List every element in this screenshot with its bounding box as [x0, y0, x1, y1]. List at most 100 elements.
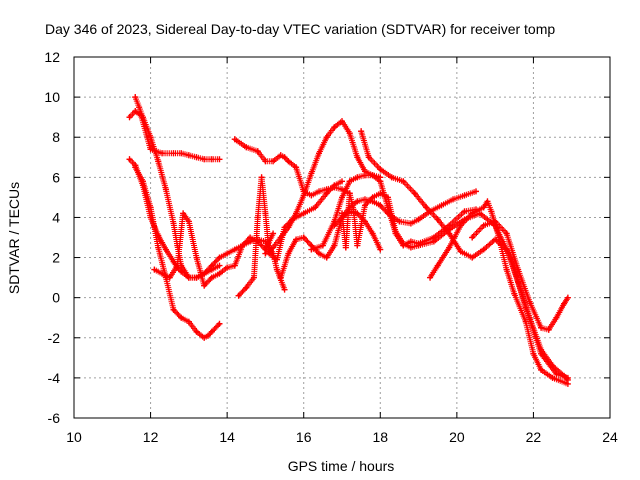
data-point — [515, 278, 522, 285]
y-tick-label: 10 — [44, 89, 60, 105]
data-point — [281, 286, 288, 293]
data-point — [339, 178, 345, 185]
data-point — [361, 196, 368, 203]
data-point — [300, 192, 307, 199]
series-markers — [132, 164, 222, 341]
chart-title: Day 346 of 2023, Sidereal Day-to-day VTE… — [45, 21, 555, 37]
data-point — [526, 298, 533, 305]
data-point — [538, 346, 545, 353]
data-point — [254, 148, 261, 155]
data-point — [254, 214, 261, 221]
series-track-1 — [126, 108, 223, 163]
data-point — [377, 246, 384, 253]
data-point — [339, 118, 345, 125]
data-point — [564, 294, 571, 301]
data-point — [354, 174, 361, 181]
data-point — [285, 158, 292, 165]
data-point — [178, 314, 185, 321]
data-point — [480, 246, 487, 253]
data-point — [231, 136, 238, 143]
data-point — [469, 210, 476, 217]
data-point — [208, 328, 215, 335]
data-point — [243, 284, 250, 291]
x-tick-label: 22 — [526, 429, 542, 445]
data-point — [216, 254, 223, 261]
data-point — [216, 270, 223, 277]
data-point — [407, 244, 414, 251]
data-point — [170, 306, 177, 313]
data-point — [545, 326, 552, 333]
data-point — [469, 254, 476, 261]
data-point — [361, 172, 368, 179]
data-point — [300, 234, 307, 241]
data-point — [434, 262, 441, 269]
data-point — [495, 234, 502, 241]
data-point — [492, 218, 499, 225]
data-point — [270, 244, 277, 251]
data-point — [511, 290, 518, 297]
data-point — [316, 250, 323, 257]
data-point — [561, 300, 568, 307]
data-point — [285, 224, 292, 231]
data-point — [170, 150, 177, 157]
data-point — [400, 178, 407, 185]
data-point — [132, 108, 139, 115]
data-point — [216, 156, 223, 163]
data-point — [139, 178, 146, 185]
x-tick-label: 12 — [143, 429, 159, 445]
x-tick-label: 16 — [296, 429, 312, 445]
data-point — [201, 282, 208, 289]
data-point — [224, 264, 231, 271]
data-point — [549, 362, 556, 369]
data-point — [384, 194, 391, 201]
data-point — [247, 234, 254, 241]
data-point — [151, 266, 158, 273]
data-point — [155, 244, 162, 251]
data-point — [331, 242, 338, 249]
series-track-7 — [235, 174, 345, 299]
data-point — [530, 350, 537, 357]
data-point — [231, 246, 238, 253]
data-point — [312, 204, 319, 211]
data-point — [293, 164, 300, 171]
data-point — [277, 234, 284, 241]
data-point — [564, 380, 571, 387]
data-point — [319, 242, 326, 249]
data-point — [316, 150, 323, 157]
data-point — [239, 242, 246, 249]
data-point — [308, 246, 315, 253]
data-point — [377, 178, 384, 185]
data-point — [185, 318, 192, 325]
data-point — [515, 266, 522, 273]
data-point — [549, 374, 556, 381]
data-point — [224, 250, 231, 257]
data-point — [250, 274, 257, 281]
data-point — [354, 242, 361, 249]
data-point — [346, 130, 353, 137]
x-tick-label: 24 — [602, 429, 618, 445]
data-point — [323, 134, 330, 141]
data-point — [235, 292, 242, 299]
data-point — [369, 172, 376, 179]
data-point — [522, 318, 529, 325]
data-point — [159, 150, 166, 157]
data-point — [438, 202, 445, 209]
data-point — [392, 228, 399, 235]
data-point — [147, 146, 154, 153]
data-point — [469, 234, 476, 241]
data-point — [377, 202, 384, 209]
data-point — [369, 230, 376, 237]
data-point — [369, 194, 376, 201]
data-point — [159, 270, 166, 277]
data-layer — [126, 94, 571, 387]
data-point — [293, 236, 300, 243]
data-point — [526, 314, 533, 321]
data-point — [446, 244, 453, 251]
data-point — [139, 114, 146, 121]
data-point — [446, 230, 453, 237]
series-track-5 — [151, 210, 277, 289]
data-point — [193, 274, 200, 281]
data-point — [480, 204, 487, 211]
data-point — [262, 210, 269, 217]
